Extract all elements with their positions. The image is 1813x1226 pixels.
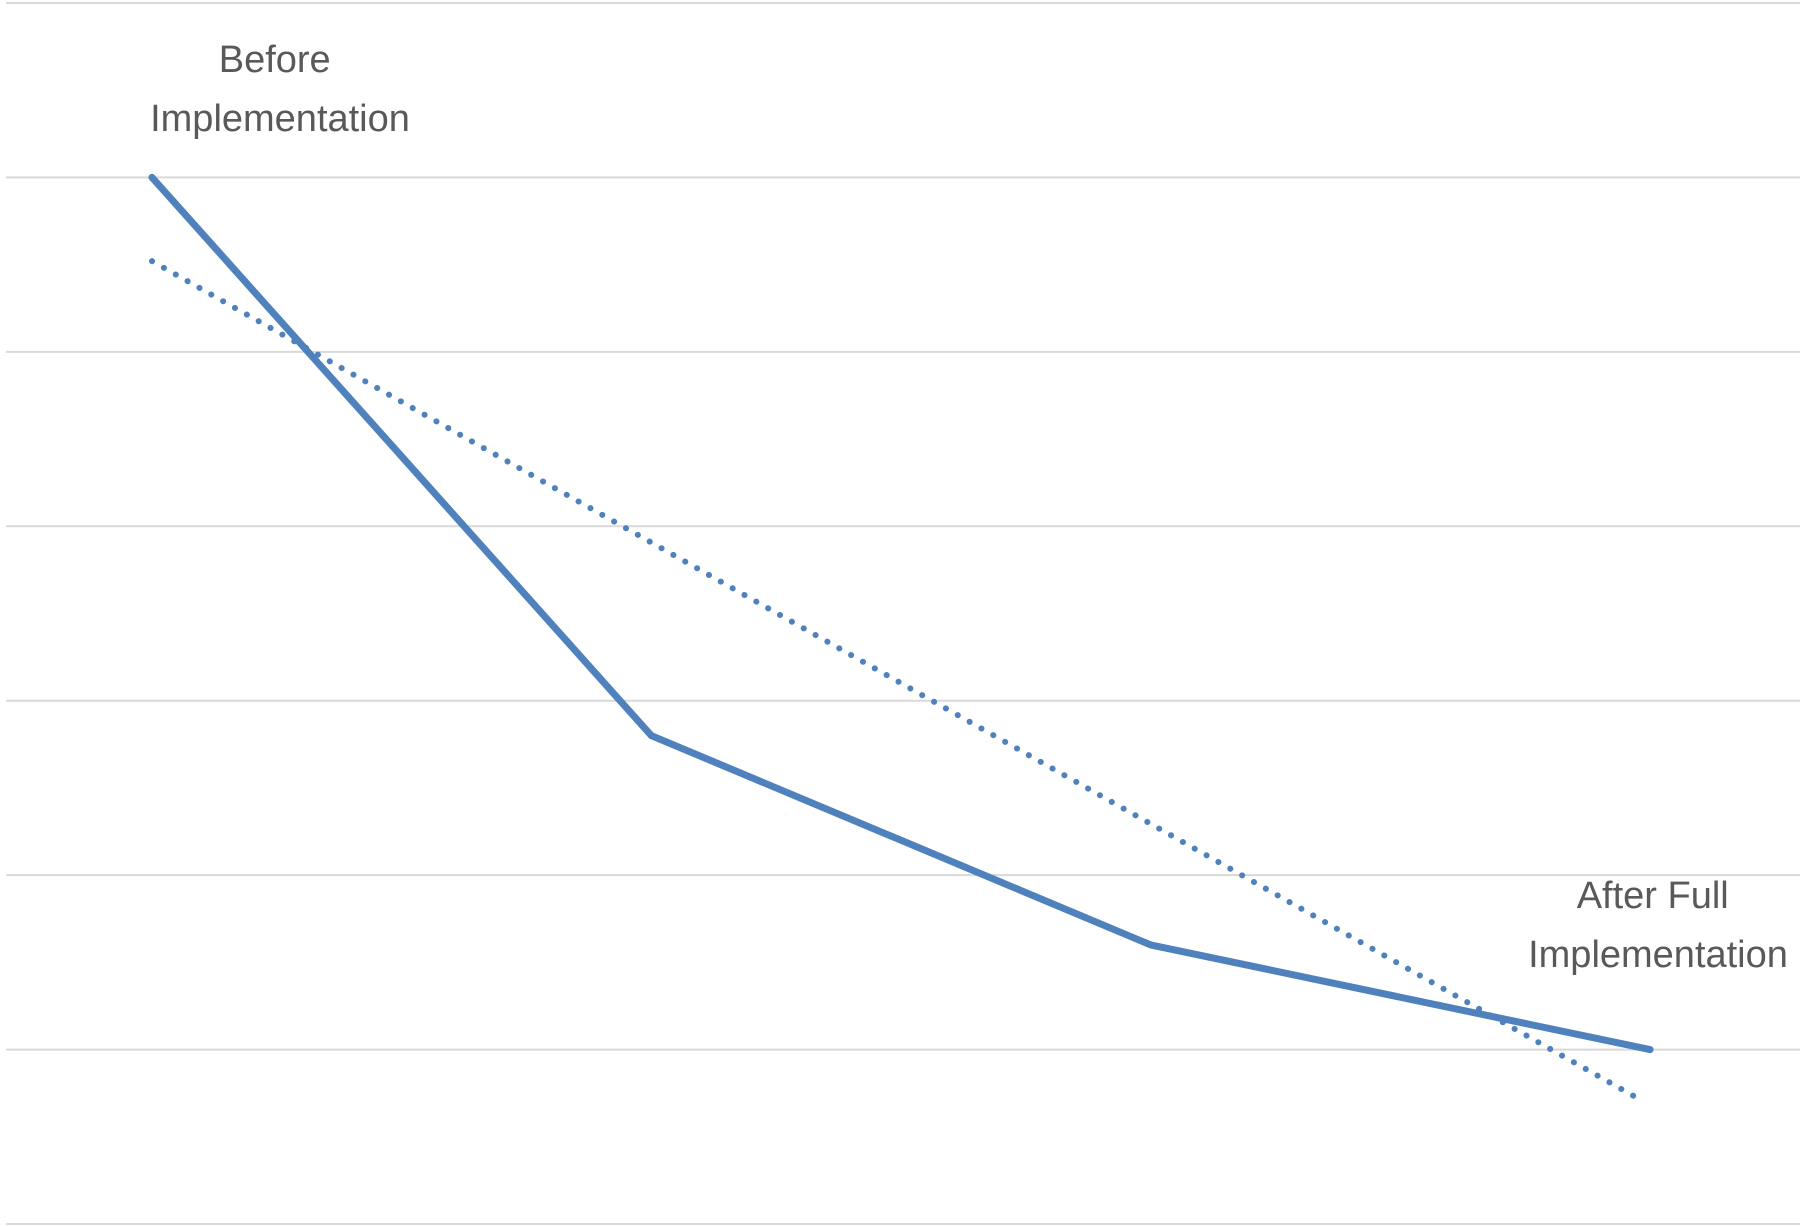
point-label-after: After Full Implementation xyxy=(1528,875,1788,976)
trendline xyxy=(149,258,1641,1102)
point-label-before: Before Implementation xyxy=(150,39,410,140)
point-label-before-line-2: Implementation xyxy=(150,98,410,140)
data-point xyxy=(148,173,156,181)
data-points xyxy=(148,173,1654,1054)
point-label-after-line-1: After Full xyxy=(1577,875,1729,917)
data-point xyxy=(647,732,655,740)
data-point xyxy=(1147,941,1155,949)
gridlines xyxy=(6,2,1800,1225)
point-label-after-line-2: Implementation xyxy=(1528,934,1788,976)
data-point xyxy=(1646,1046,1654,1054)
series-line xyxy=(148,173,1654,1054)
point-label-before-line-1: Before xyxy=(219,39,331,81)
